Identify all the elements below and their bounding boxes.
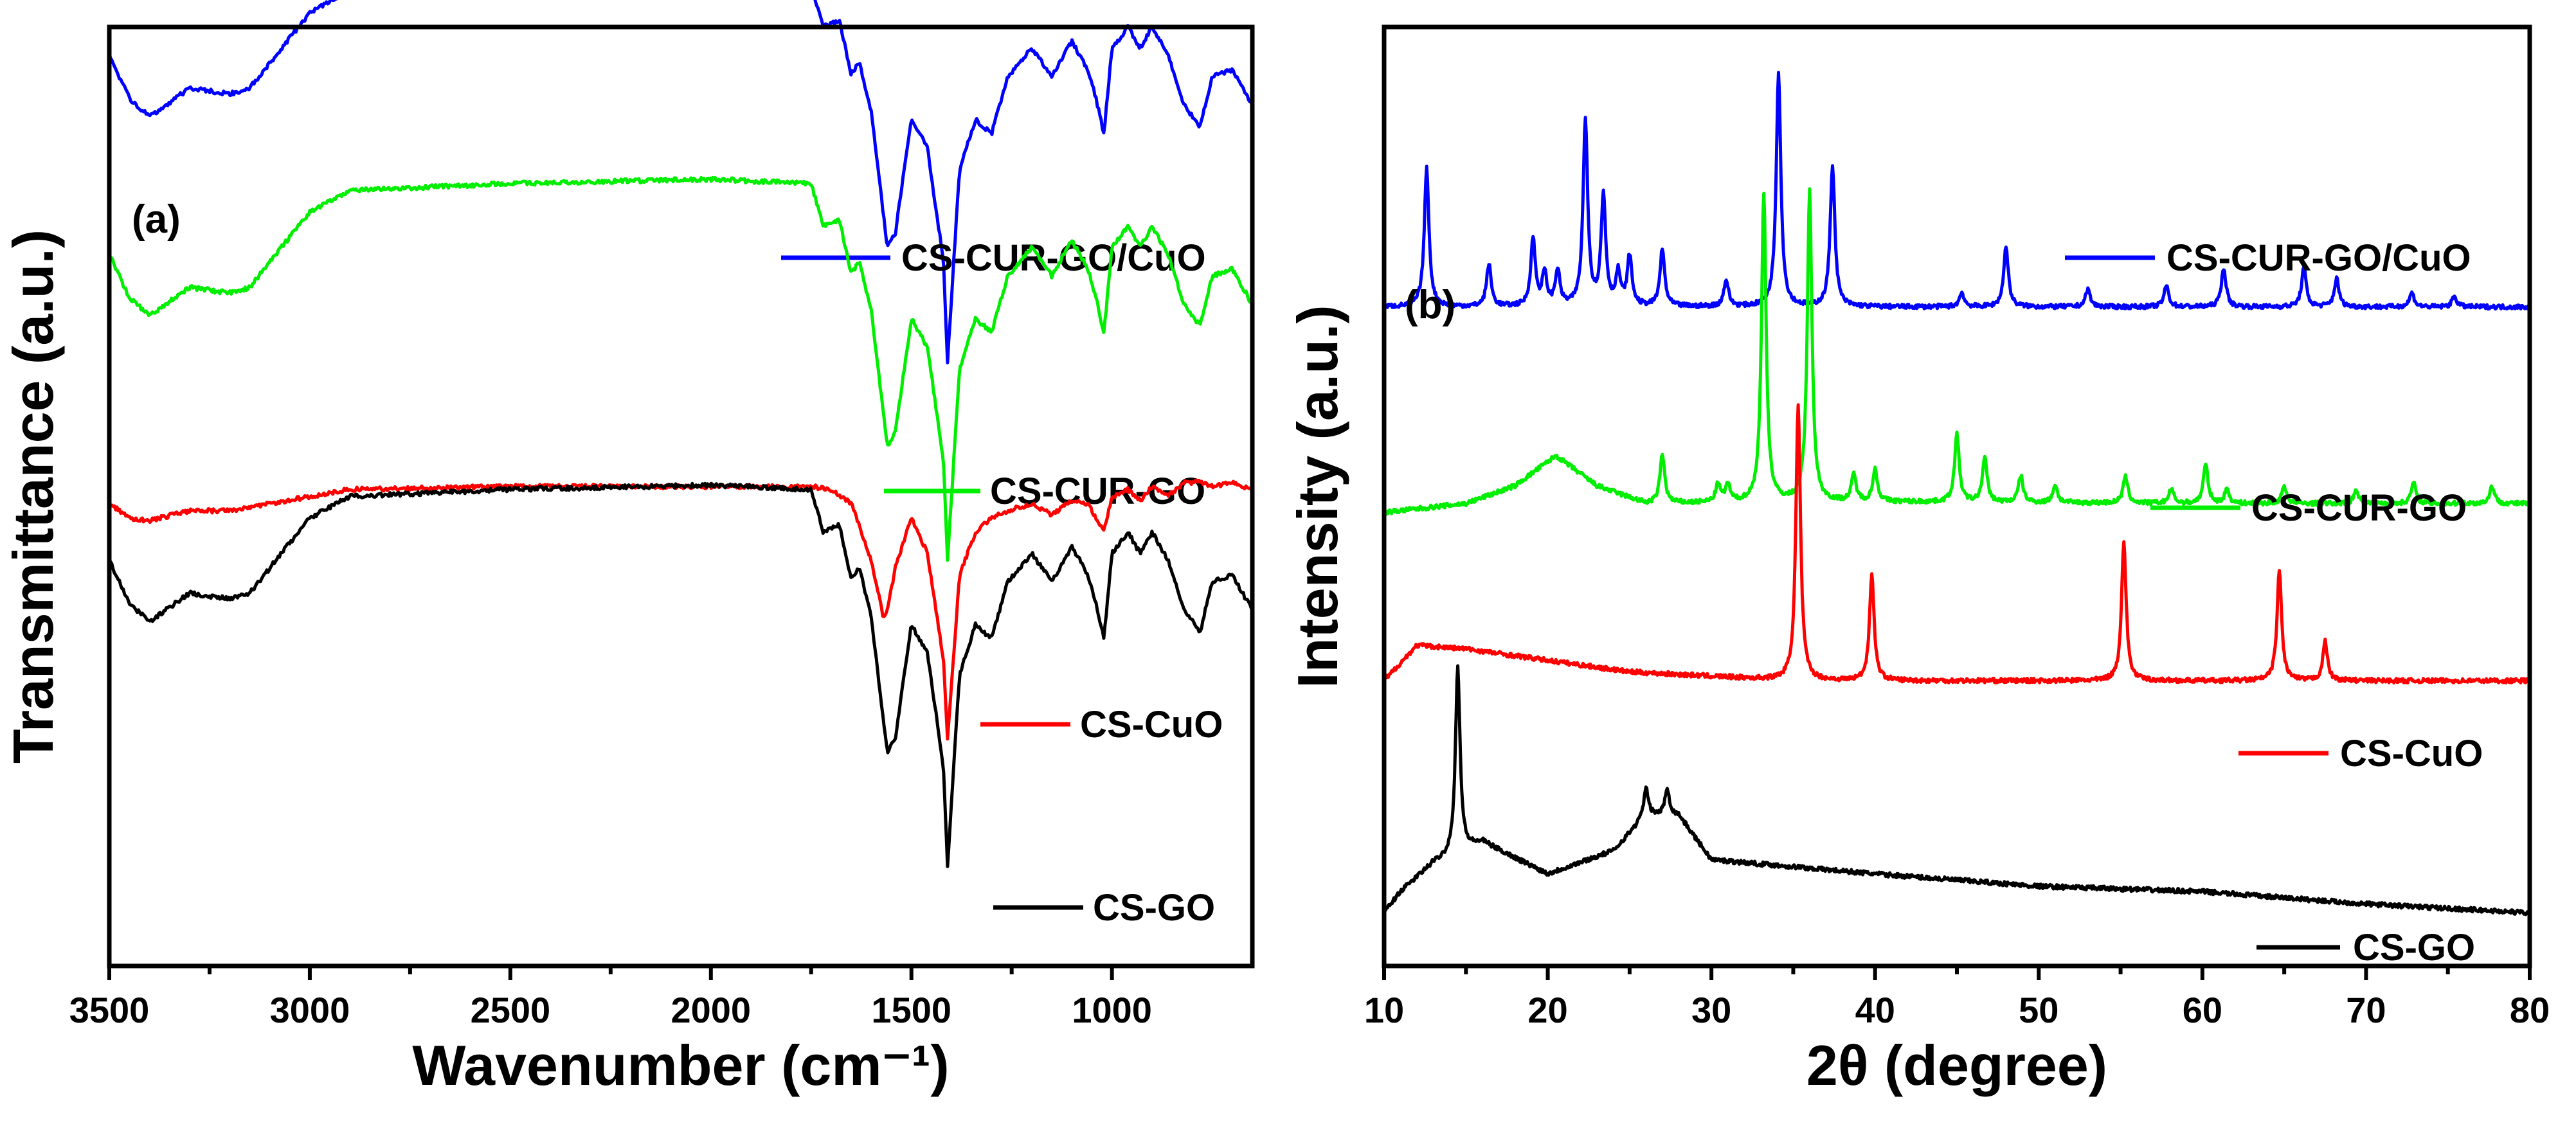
x-tick-label: 2000 — [671, 990, 752, 1030]
x-tick-label: 1500 — [871, 990, 951, 1030]
panel-label: (b) — [1405, 283, 1455, 327]
panel-label: (a) — [132, 197, 181, 242]
x-axis-title: 2θ (degree) — [1806, 1033, 2107, 1097]
x-tick-label: 3500 — [69, 990, 150, 1030]
legend-label: CS-CuO — [2340, 733, 2483, 774]
y-axis-title: Intensity (a.u.) — [1286, 305, 1349, 688]
legend-label: CS-GO — [1093, 887, 1215, 929]
x-axis-title: Wavenumber (cm⁻¹) — [412, 1033, 949, 1097]
plot-frame — [107, 24, 1255, 969]
x-tick-label: 20 — [1527, 990, 1567, 1030]
legend-label: CS-CUR-GO — [2251, 487, 2467, 529]
x-tick-label: 80 — [2510, 990, 2550, 1030]
x-tick-label: 60 — [2183, 990, 2222, 1030]
series-line-cs-go — [108, 481, 1254, 868]
legend-label: CS-CUR-GO/CuO — [2166, 237, 2471, 279]
x-tick-label: 30 — [1691, 990, 1731, 1030]
x-tick-label: 1000 — [1072, 990, 1152, 1030]
x-tick-label: 40 — [1855, 990, 1895, 1030]
series-line-cs-cur-go-cuo — [1383, 71, 2531, 311]
series-line-cs-cuo — [107, 478, 1253, 741]
x-tick-label: 3000 — [270, 990, 350, 1030]
series-line-cs-cur-go — [1382, 187, 2532, 516]
series-line-cs-cur-go — [108, 175, 1254, 562]
panel-b-xrd-chart: CS-CUR-GO/CuO CS-CUR-GO CS-CuO CS-GO 10 20 30 4… — [1286, 24, 2550, 1097]
x-tick-label: 10 — [1364, 990, 1404, 1030]
legend-label: CS-CuO — [1080, 704, 1223, 746]
series-line-cs-go — [1382, 664, 2531, 916]
series-line-cs-cuo — [1382, 403, 2531, 684]
x-tick-label: 70 — [2346, 990, 2386, 1030]
legend-label: CS-GO — [2353, 927, 2475, 969]
x-tick-label: 2500 — [471, 990, 551, 1030]
x-tick-label: 50 — [2019, 990, 2058, 1030]
y-axis-title: Transmittance (a.u.) — [1, 229, 65, 764]
